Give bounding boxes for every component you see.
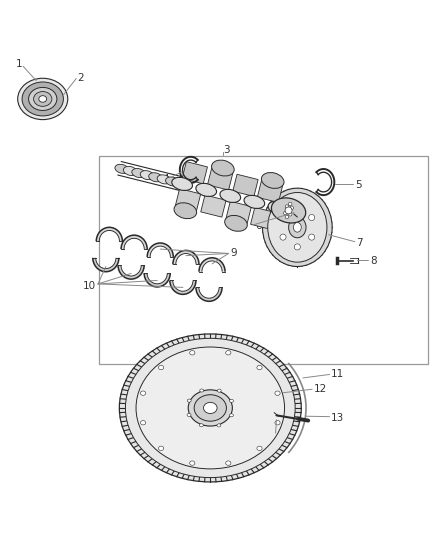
Ellipse shape — [230, 414, 233, 417]
Text: 11: 11 — [331, 369, 345, 379]
Polygon shape — [208, 168, 233, 190]
Ellipse shape — [34, 92, 52, 107]
Text: 5: 5 — [355, 180, 362, 190]
Ellipse shape — [217, 389, 221, 392]
Ellipse shape — [188, 390, 233, 426]
Text: 8: 8 — [371, 256, 377, 266]
Ellipse shape — [136, 347, 285, 469]
Ellipse shape — [140, 171, 154, 180]
Ellipse shape — [141, 391, 146, 395]
Text: 4: 4 — [162, 174, 169, 184]
Ellipse shape — [225, 215, 247, 231]
Circle shape — [290, 206, 293, 209]
Circle shape — [289, 202, 292, 206]
Circle shape — [294, 244, 300, 250]
Polygon shape — [147, 243, 173, 257]
Circle shape — [285, 205, 289, 208]
Polygon shape — [201, 195, 226, 217]
Ellipse shape — [199, 424, 203, 427]
Ellipse shape — [289, 217, 306, 238]
Circle shape — [280, 214, 286, 221]
Ellipse shape — [132, 168, 145, 177]
Ellipse shape — [22, 82, 64, 116]
Ellipse shape — [157, 175, 171, 184]
Ellipse shape — [166, 177, 179, 186]
Ellipse shape — [257, 446, 262, 450]
Circle shape — [309, 234, 315, 240]
Polygon shape — [233, 174, 258, 197]
Text: 3: 3 — [223, 145, 230, 155]
Text: 7: 7 — [356, 238, 363, 248]
Polygon shape — [118, 265, 144, 279]
Ellipse shape — [212, 160, 234, 176]
Ellipse shape — [125, 338, 295, 478]
Ellipse shape — [159, 366, 164, 370]
Polygon shape — [173, 251, 199, 264]
Ellipse shape — [226, 461, 231, 465]
Ellipse shape — [268, 201, 289, 214]
Circle shape — [285, 207, 292, 214]
Ellipse shape — [268, 192, 327, 262]
Ellipse shape — [272, 198, 306, 223]
Polygon shape — [144, 273, 170, 287]
Ellipse shape — [220, 189, 240, 203]
Text: 10: 10 — [82, 281, 95, 291]
Ellipse shape — [190, 461, 195, 465]
Circle shape — [288, 213, 292, 216]
Polygon shape — [196, 287, 222, 301]
Circle shape — [294, 205, 300, 211]
Ellipse shape — [174, 203, 197, 219]
Ellipse shape — [119, 334, 301, 482]
Ellipse shape — [244, 196, 265, 208]
Ellipse shape — [275, 391, 280, 395]
Ellipse shape — [261, 173, 284, 188]
Text: 6: 6 — [255, 221, 262, 231]
Polygon shape — [170, 280, 196, 294]
Text: 14: 14 — [270, 431, 284, 441]
Polygon shape — [96, 228, 122, 241]
Text: 13: 13 — [331, 413, 345, 423]
Ellipse shape — [275, 421, 280, 425]
Ellipse shape — [194, 395, 226, 421]
Ellipse shape — [190, 351, 195, 355]
Polygon shape — [226, 201, 251, 223]
Ellipse shape — [141, 421, 146, 425]
Text: 12: 12 — [314, 384, 327, 394]
Ellipse shape — [230, 399, 233, 402]
Ellipse shape — [172, 177, 192, 190]
Ellipse shape — [124, 166, 137, 175]
Circle shape — [285, 215, 289, 219]
Polygon shape — [251, 207, 276, 230]
Ellipse shape — [115, 164, 129, 173]
Text: 2: 2 — [78, 74, 84, 84]
Circle shape — [309, 214, 315, 221]
Ellipse shape — [293, 223, 301, 232]
Circle shape — [283, 212, 287, 215]
Polygon shape — [121, 235, 147, 249]
Text: 1: 1 — [16, 59, 23, 69]
Bar — [99, 156, 428, 365]
Ellipse shape — [28, 87, 57, 110]
Ellipse shape — [187, 399, 191, 402]
Text: 9: 9 — [230, 248, 237, 259]
Ellipse shape — [159, 446, 164, 450]
Ellipse shape — [226, 351, 231, 355]
Ellipse shape — [200, 389, 204, 392]
Ellipse shape — [39, 96, 47, 102]
Ellipse shape — [148, 173, 162, 182]
Ellipse shape — [262, 188, 332, 266]
Ellipse shape — [196, 183, 216, 197]
Circle shape — [280, 234, 286, 240]
Polygon shape — [175, 189, 201, 211]
Polygon shape — [257, 180, 283, 203]
Ellipse shape — [217, 424, 221, 427]
Polygon shape — [182, 161, 208, 184]
Ellipse shape — [204, 402, 217, 414]
Polygon shape — [93, 258, 119, 272]
Ellipse shape — [18, 78, 68, 119]
Ellipse shape — [187, 414, 191, 416]
Ellipse shape — [257, 366, 262, 370]
Polygon shape — [199, 258, 225, 272]
